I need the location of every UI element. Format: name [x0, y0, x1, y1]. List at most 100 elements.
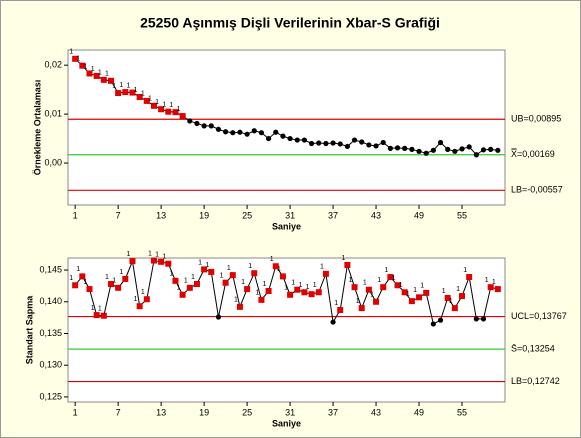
flag-label: 1	[227, 265, 231, 272]
point	[72, 282, 79, 289]
flag-label: 1	[255, 290, 259, 297]
flag-label: 1	[406, 291, 410, 298]
flag-label: 1	[485, 277, 489, 284]
point	[358, 305, 365, 312]
x-tick-label: 1	[73, 407, 78, 417]
flag-label: 1	[76, 266, 80, 273]
flag-label: 1	[284, 285, 288, 292]
flag-label: 1	[205, 262, 209, 269]
point	[366, 142, 372, 148]
point	[236, 303, 243, 310]
point	[401, 289, 408, 296]
x-tick-label: 43	[371, 210, 381, 220]
control-line-label: X̿=0,00169	[511, 148, 555, 159]
point	[452, 148, 458, 154]
point	[93, 312, 100, 319]
point	[244, 286, 251, 293]
point	[279, 273, 286, 280]
point	[100, 312, 107, 319]
flag-label: 1	[119, 82, 123, 89]
x-tick-label: 43	[371, 407, 381, 417]
point	[287, 135, 293, 142]
flag-label: 1	[148, 250, 152, 257]
x-tick-label: 13	[156, 210, 166, 220]
point	[158, 106, 165, 113]
point	[165, 108, 172, 115]
point	[201, 266, 208, 273]
point	[194, 120, 200, 127]
point	[150, 102, 157, 109]
point	[222, 279, 229, 286]
point	[86, 286, 93, 293]
flag-label: 1	[392, 275, 396, 282]
point	[223, 129, 229, 135]
flag-label: 1	[69, 275, 73, 282]
flag-label: 1	[127, 82, 131, 89]
y-tick-label: 0,140	[39, 296, 62, 306]
flag-label: 1	[177, 106, 181, 113]
point	[186, 284, 193, 291]
point	[344, 143, 350, 150]
point	[244, 131, 250, 137]
flag-label: 1	[291, 280, 295, 287]
point	[301, 137, 308, 143]
point	[337, 307, 344, 314]
flag-label: 1	[91, 305, 95, 312]
x-tick-label: 7	[116, 210, 121, 220]
y-tick-label: 0,01	[44, 108, 62, 118]
flag-label: 1	[306, 284, 310, 291]
point	[423, 150, 429, 156]
x-tick-label: 19	[199, 210, 209, 220]
flag-label: 1	[98, 306, 102, 313]
x-tick-label: 49	[414, 210, 424, 220]
y-tick-label: 0,130	[39, 360, 62, 370]
point	[451, 305, 458, 312]
plot-area	[67, 257, 506, 403]
flag-label: 1	[105, 71, 109, 78]
flag-label: 1	[320, 264, 324, 271]
point	[409, 146, 415, 152]
point	[122, 275, 129, 282]
x-tick-label: 31	[285, 407, 295, 417]
point	[165, 260, 172, 267]
flag-label: 1	[241, 279, 245, 286]
point	[430, 321, 436, 327]
y-tick-label: 0,125	[39, 391, 62, 401]
x-tick-label: 19	[199, 407, 209, 417]
point	[215, 314, 222, 320]
flag-label: 1	[134, 87, 138, 94]
point	[330, 319, 336, 325]
flag-label: 1	[69, 49, 73, 56]
point	[115, 90, 122, 97]
point	[79, 273, 86, 280]
x-tick-label: 31	[285, 210, 295, 220]
point	[444, 294, 451, 301]
point	[359, 139, 365, 145]
plot-area	[67, 49, 506, 206]
point	[251, 128, 257, 134]
point	[473, 152, 479, 158]
point	[79, 62, 86, 69]
point	[229, 272, 236, 279]
flag-label: 1	[162, 254, 166, 261]
point	[466, 274, 473, 281]
flag-label: 1	[248, 263, 252, 270]
flag-label: 1	[377, 277, 381, 284]
point	[179, 113, 186, 120]
flag-label: 1	[177, 285, 181, 292]
point	[136, 303, 143, 310]
point	[437, 139, 444, 146]
point	[93, 72, 100, 79]
point	[344, 261, 351, 268]
point	[86, 70, 93, 77]
point	[115, 284, 122, 291]
x-tick-label: 37	[328, 407, 338, 417]
point	[150, 257, 157, 264]
flag-label: 1	[141, 91, 145, 98]
flag-label: 1	[313, 282, 317, 289]
flag-label: 1	[105, 274, 109, 281]
x-tick-label: 1	[73, 210, 78, 220]
point	[459, 146, 465, 152]
x-tick-label: 55	[457, 407, 467, 417]
point	[445, 146, 451, 152]
